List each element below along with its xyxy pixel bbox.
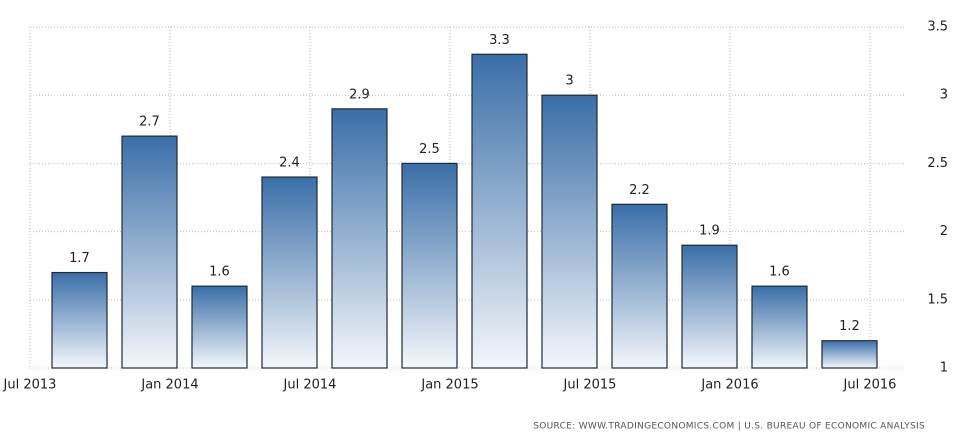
source: SOURCE: WWW.TRADINGECONOMICS.COM | U.S. … — [533, 422, 925, 432]
bar — [51, 271, 108, 369]
x-tick-label: Jul 2013 — [3, 378, 57, 393]
x-tick-label: Jan 2014 — [140, 378, 198, 393]
value-label: 2.4 — [279, 156, 300, 171]
bar — [191, 285, 248, 369]
y-tick-label: 3 — [940, 88, 948, 103]
x-tick-label: Jan 2015 — [420, 378, 478, 393]
bar — [751, 285, 808, 369]
bar — [121, 135, 178, 369]
x-tick-label: Jul 2015 — [563, 378, 617, 393]
value-label: 2.5 — [419, 142, 440, 157]
y-tick-label: 2 — [940, 224, 948, 239]
x-tick-label: Jul 2016 — [843, 378, 897, 393]
value-label: 1.6 — [769, 265, 790, 280]
value-label: 2.2 — [629, 183, 650, 198]
y-tick-label: 1 — [940, 361, 948, 376]
bar — [611, 203, 668, 369]
bar — [821, 340, 878, 369]
bar — [331, 108, 388, 369]
y-tick-label: 1.5 — [927, 292, 948, 307]
x-tick-label: Jan 2016 — [700, 378, 758, 393]
value-label: 3 — [565, 74, 573, 89]
value-label: 1.2 — [839, 319, 860, 334]
value-label: 2.7 — [139, 115, 160, 130]
bar — [541, 94, 598, 369]
value-label: 1.7 — [69, 251, 90, 266]
value-label: 3.3 — [489, 33, 510, 48]
value-label: 2.9 — [349, 87, 370, 102]
bar — [471, 53, 528, 369]
bar — [401, 162, 458, 369]
y-tick-label: 2.5 — [927, 156, 948, 171]
value-label: 1.6 — [209, 265, 230, 280]
value-label: 1.9 — [699, 224, 720, 239]
bar — [261, 176, 318, 369]
bar — [681, 244, 738, 369]
x-tick-label: Jul 2014 — [283, 378, 337, 393]
y-tick-label: 3.5 — [927, 20, 948, 35]
